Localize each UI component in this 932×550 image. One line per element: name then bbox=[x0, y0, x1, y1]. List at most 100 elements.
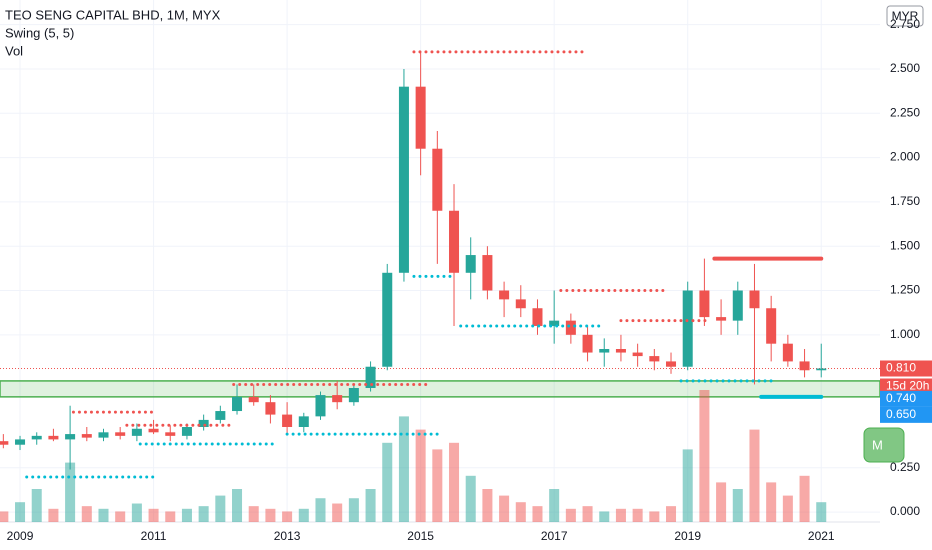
x-tick-label: 2009 bbox=[7, 529, 34, 543]
volume-bar bbox=[265, 508, 276, 522]
volume-bar bbox=[315, 498, 326, 522]
volume-bar bbox=[365, 489, 376, 522]
candle-body bbox=[265, 402, 276, 415]
volume-bar bbox=[298, 508, 309, 522]
y-tick-label: 2.500 bbox=[890, 61, 920, 75]
candle-body bbox=[365, 366, 376, 388]
volume-bar bbox=[816, 502, 827, 522]
zone bbox=[0, 380, 881, 398]
volume-bar bbox=[632, 508, 643, 522]
candle-body bbox=[432, 148, 443, 211]
candle-body bbox=[599, 349, 610, 353]
candle-body bbox=[0, 441, 9, 445]
side-button[interactable] bbox=[863, 427, 905, 463]
candle-body bbox=[415, 86, 426, 149]
candle-body bbox=[632, 352, 643, 357]
price-tag bbox=[880, 390, 932, 407]
currency[interactable]: MYR bbox=[892, 9, 919, 23]
x-tick-label: 2017 bbox=[541, 529, 568, 543]
volume-bar bbox=[732, 489, 743, 522]
volume-bar bbox=[766, 482, 777, 522]
candle-body bbox=[799, 361, 810, 371]
candle-body bbox=[332, 395, 343, 403]
price-tag-label: 0.810 bbox=[886, 361, 916, 375]
volume-bar bbox=[499, 495, 510, 522]
candle-body bbox=[666, 361, 677, 367]
volume-bar bbox=[432, 449, 443, 522]
candle-body bbox=[565, 320, 576, 335]
volume-bar bbox=[131, 503, 142, 522]
volume-label: Vol bbox=[5, 43, 23, 58]
volume-bar bbox=[0, 511, 9, 522]
candle-body bbox=[131, 428, 142, 436]
candle-body bbox=[766, 308, 777, 344]
candle-body bbox=[398, 86, 409, 273]
x-tick-label: 2019 bbox=[674, 529, 701, 543]
x-tick-label: 2013 bbox=[274, 529, 301, 543]
volume-bar bbox=[449, 442, 460, 522]
candle-body bbox=[165, 432, 176, 436]
candle-body bbox=[215, 411, 226, 420]
candle-body bbox=[248, 396, 259, 403]
volume-bar bbox=[682, 449, 693, 522]
currency-box[interactable] bbox=[886, 5, 924, 27]
y-tick-label: 2.750 bbox=[890, 17, 920, 31]
candle-body bbox=[65, 434, 76, 440]
candle-body bbox=[816, 368, 827, 371]
candle-body bbox=[81, 434, 92, 438]
price-tag bbox=[880, 406, 932, 423]
volume-bar bbox=[398, 416, 409, 522]
candle-body bbox=[98, 432, 109, 438]
volume-bar bbox=[248, 506, 259, 522]
candle-body bbox=[582, 334, 593, 353]
y-tick-label: 1.750 bbox=[890, 194, 920, 208]
volume-bar bbox=[615, 508, 626, 522]
price-tag bbox=[880, 378, 932, 395]
candle-body bbox=[549, 320, 560, 326]
volume-bar bbox=[415, 429, 426, 522]
volume-bar bbox=[15, 502, 26, 522]
volume-bar bbox=[799, 475, 810, 522]
volume-bar bbox=[198, 506, 209, 522]
candle-body bbox=[198, 419, 209, 427]
candle-body bbox=[48, 435, 59, 440]
volume-bar bbox=[382, 442, 393, 522]
x-tick-label: 2015 bbox=[407, 529, 434, 543]
volume-bar bbox=[465, 475, 476, 522]
volume-bar bbox=[148, 508, 159, 522]
candle-body bbox=[615, 349, 626, 353]
volume-bar bbox=[215, 495, 226, 522]
volume-bar bbox=[482, 489, 493, 522]
price-tag-label: 0.740 bbox=[886, 391, 916, 405]
volume-bar bbox=[699, 390, 710, 522]
y-tick-label: 1.250 bbox=[890, 283, 920, 297]
volume-bar bbox=[332, 503, 343, 522]
candle-body bbox=[532, 308, 543, 326]
y-tick-label: 0.000 bbox=[890, 504, 920, 518]
candle-body bbox=[148, 428, 159, 433]
volume-bar bbox=[515, 502, 526, 522]
candle-body bbox=[749, 290, 760, 309]
indicator: Swing (5, 5) bbox=[5, 25, 74, 40]
candle-body bbox=[465, 255, 476, 273]
candle-body bbox=[482, 255, 493, 291]
candle-body bbox=[682, 290, 693, 367]
side-button-text[interactable]: M bbox=[872, 437, 883, 452]
candle-body bbox=[699, 290, 710, 318]
price-tag-label: 15d 20h bbox=[886, 379, 929, 393]
candle-body bbox=[31, 435, 42, 440]
candle-body bbox=[499, 290, 510, 300]
candle-body bbox=[315, 395, 326, 417]
volume-bar bbox=[582, 506, 593, 522]
symbol: TEO SENG CAPITAL BHD, 1M, MYX bbox=[5, 7, 221, 22]
candle-body bbox=[348, 387, 359, 403]
volume-bar bbox=[181, 508, 192, 522]
x-tick-label: 2011 bbox=[141, 529, 167, 543]
volume-bar bbox=[81, 506, 92, 522]
volume-bar bbox=[649, 511, 660, 522]
candle-body bbox=[716, 317, 727, 321]
x-tick-label: 2021 bbox=[808, 529, 835, 543]
volume-bar bbox=[115, 511, 126, 522]
candle-body bbox=[282, 414, 293, 427]
